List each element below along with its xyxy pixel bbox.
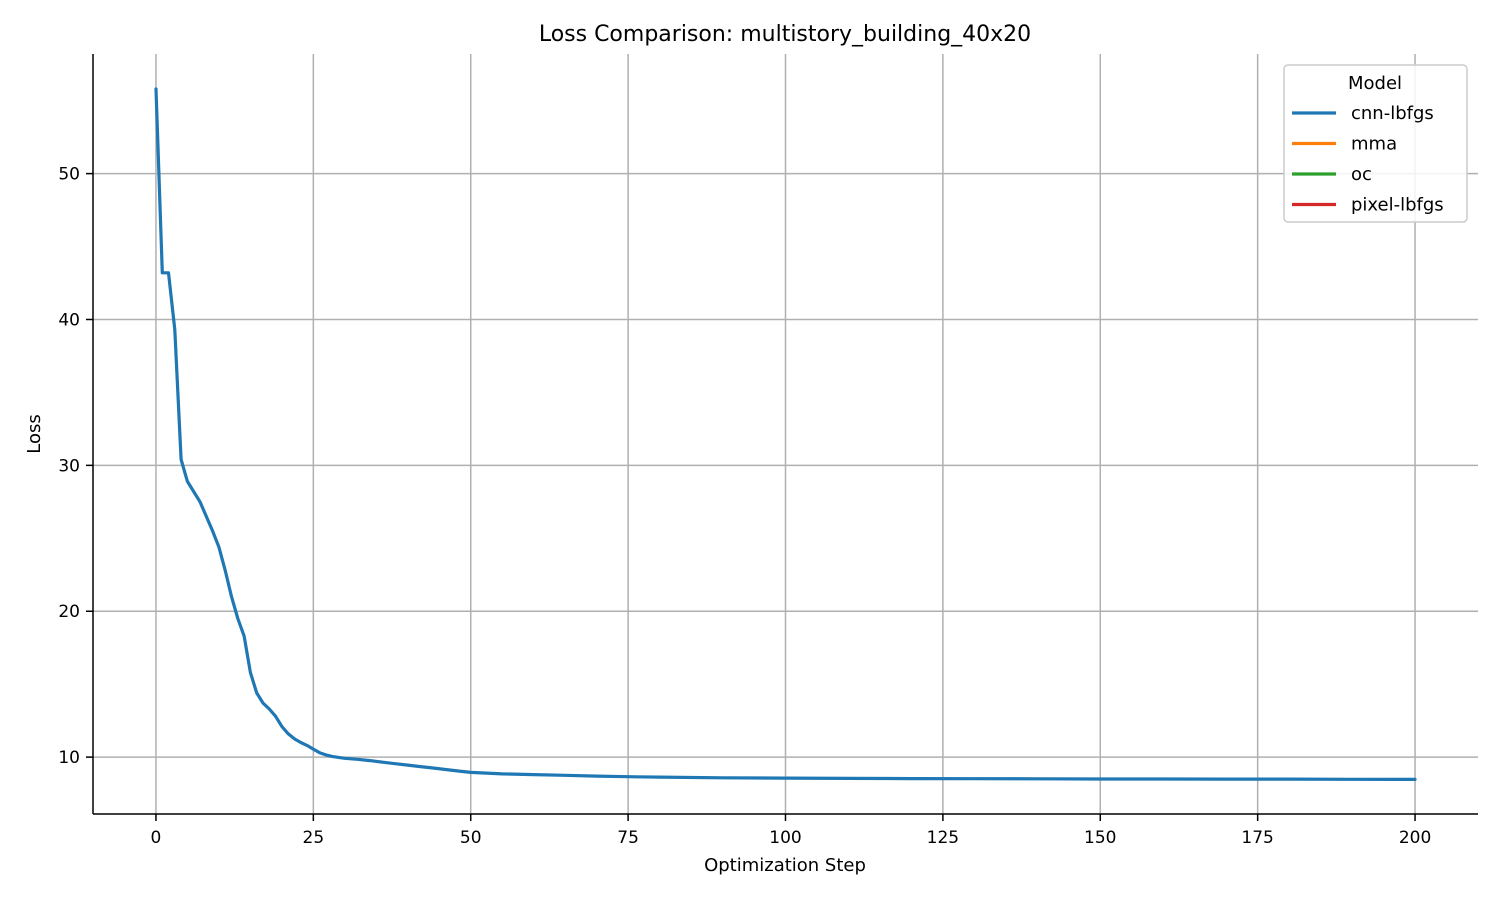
legend-entries: cnn-lbfgs mma oc pixel-lbfgs xyxy=(1292,103,1444,216)
x-ticks: 0 25 50 75 100 125 150 175 200 xyxy=(151,814,1431,848)
x-tick-label: 100 xyxy=(769,828,801,848)
y-ticks: 10 20 30 40 50 xyxy=(58,165,93,768)
legend: Model cnn-lbfgs mma oc pixel-lbfgs xyxy=(1283,64,1468,223)
legend-entry-cnn-lbfgs: cnn-lbfgs xyxy=(1292,103,1434,124)
x-tick-label: 125 xyxy=(927,828,959,848)
y-tick-label: 20 xyxy=(58,602,80,622)
x-tick-label: 200 xyxy=(1399,828,1431,848)
chart-title: Loss Comparison: multistory_building_40x… xyxy=(539,22,1031,47)
x-axis-label: Optimization Step xyxy=(704,855,866,876)
x-tick-label: 25 xyxy=(303,828,325,848)
grid-lines xyxy=(93,54,1478,814)
legend-entry-mma: mma xyxy=(1292,134,1397,155)
x-tick-label: 50 xyxy=(460,828,482,848)
y-axis-label: Loss xyxy=(24,414,45,453)
y-tick-label: 50 xyxy=(58,165,80,185)
legend-entry-pixel-lbfgs: pixel-lbfgs xyxy=(1292,195,1444,216)
plot-series xyxy=(154,87,1417,781)
legend-label: mma xyxy=(1351,134,1397,155)
x-tick-label: 75 xyxy=(617,828,639,848)
series-line-cnn-lbfgs xyxy=(154,87,1417,781)
legend-label: oc xyxy=(1351,164,1372,185)
legend-frame xyxy=(1283,64,1468,223)
x-tick-label: 150 xyxy=(1084,828,1116,848)
y-tick-label: 30 xyxy=(58,456,80,476)
x-tick-label: 175 xyxy=(1241,828,1273,848)
y-tick-label: 10 xyxy=(58,748,80,768)
legend-title: Model xyxy=(1348,73,1402,94)
y-tick-label: 40 xyxy=(58,310,80,330)
legend-entry-oc: oc xyxy=(1292,164,1372,185)
x-tick-label: 0 xyxy=(151,828,162,848)
legend-label: cnn-lbfgs xyxy=(1351,103,1434,124)
legend-label: pixel-lbfgs xyxy=(1351,195,1444,216)
